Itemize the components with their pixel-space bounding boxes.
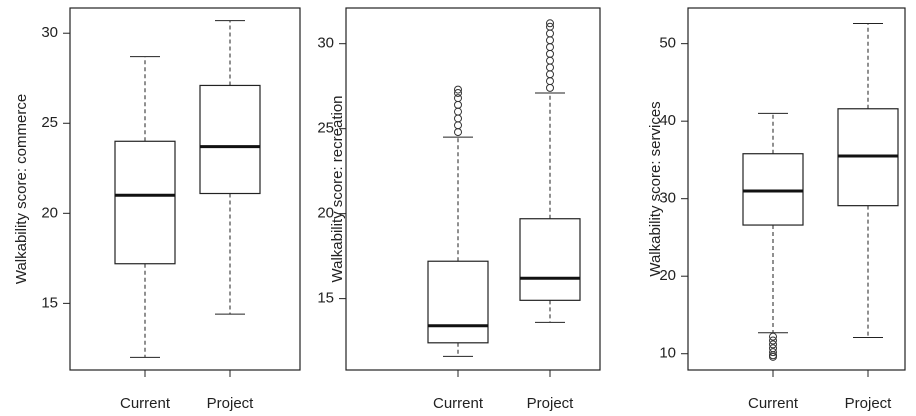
y-tick-label: 40 [659,112,676,129]
outlier [546,29,554,38]
plot-frame [345,7,601,371]
outlier [546,19,554,28]
outlier [769,352,777,361]
y-tick-label: 50 [659,35,676,52]
outlier [769,340,777,349]
outlier [546,49,554,58]
y-tick-label: 10 [659,345,676,362]
y-axis-label: Walkability score: commerce [13,94,30,284]
box [427,260,489,344]
y-tick-label: 15 [317,290,334,307]
outlier [454,107,462,116]
plot-frame [69,7,301,371]
x-tick-label: Project [207,395,255,412]
x-tick-label: Current [433,395,484,412]
y-tick-label: 20 [41,204,58,221]
outlier [454,94,462,103]
outlier [769,332,777,341]
x-tick-label: Project [845,395,893,412]
box [742,153,804,226]
outlier [454,128,462,137]
outlier [546,43,554,52]
outlier [546,36,554,45]
y-tick-label: 30 [659,190,676,207]
x-tick-label: Current [120,395,171,412]
x-tick-label: Project [527,395,575,412]
box [114,140,176,265]
y-tick-label: 25 [317,120,334,137]
y-tick-label: 15 [41,294,58,311]
outlier [546,77,554,86]
x-tick-label: Current [748,395,799,412]
outlier [546,83,554,92]
outlier [546,56,554,65]
outlier [454,88,462,97]
outlier [769,336,777,345]
box [519,218,581,301]
plot-frame [687,7,906,371]
outlier [454,85,462,94]
y-axis-label: Walkability score: services [647,101,664,276]
y-tick-label: 20 [317,205,334,222]
outlier [546,63,554,72]
y-tick-label: 20 [659,267,676,284]
outlier [454,114,462,123]
outlier [454,121,462,130]
box [199,84,261,195]
y-tick-label: 30 [317,35,334,52]
y-tick-label: 25 [41,114,58,131]
y-tick-label: 30 [41,24,58,41]
outlier [546,22,554,31]
outlier [769,348,777,357]
outlier [546,70,554,79]
y-axis-label: Walkability score: recreation [329,95,346,282]
outlier [454,100,462,109]
